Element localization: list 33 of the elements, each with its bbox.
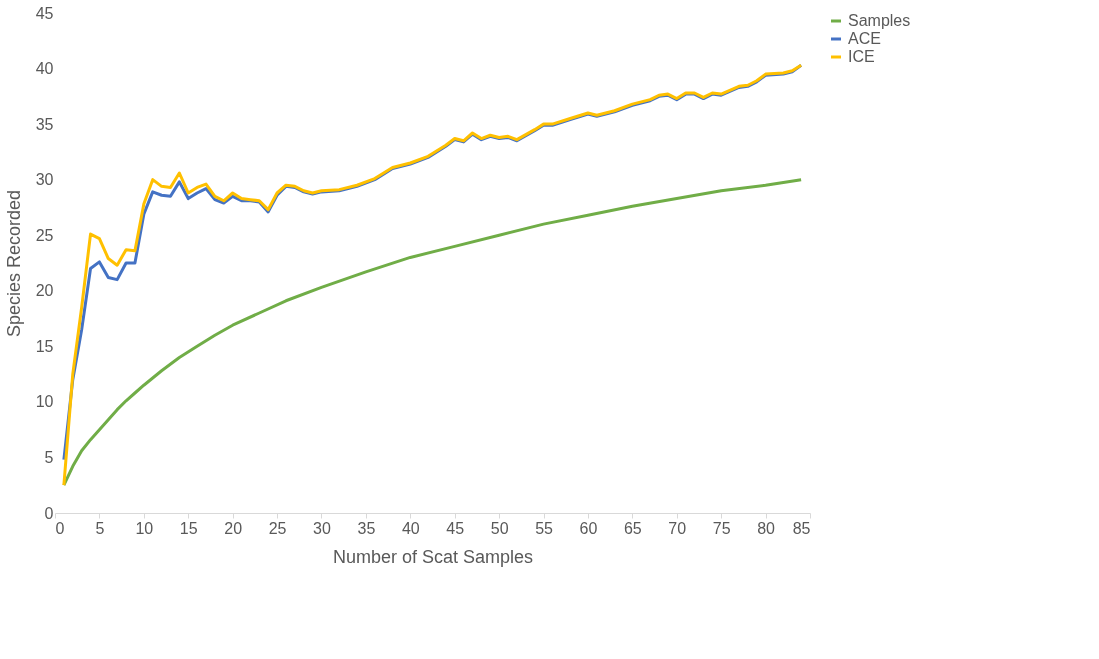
x-tick-label: 60 — [579, 519, 598, 537]
y-tick-label: 25 — [35, 226, 54, 244]
x-tick-label: 20 — [224, 519, 243, 537]
x-tick-label: 75 — [712, 519, 731, 537]
x-tick-label: 55 — [535, 519, 554, 537]
legend-label: ACE — [848, 30, 881, 47]
x-tick-label: 85 — [792, 519, 811, 537]
x-tick-label: 10 — [135, 519, 154, 537]
x-axis-title: Number of Scat Samples — [332, 546, 534, 567]
y-tick-label: 10 — [35, 393, 54, 411]
y-tick-label: 5 — [44, 448, 54, 466]
x-tick-label: 65 — [623, 519, 642, 537]
y-tick-label: 45 — [35, 4, 54, 22]
x-tick-label: 30 — [313, 519, 331, 537]
y-axis-title: Species Recorded — [3, 189, 24, 338]
x-tick-label: 80 — [757, 519, 776, 537]
y-tick-label: 20 — [35, 282, 54, 300]
y-tick-label: 30 — [35, 171, 54, 189]
y-tick-label: 40 — [35, 60, 54, 78]
y-tick-label: 0 — [44, 504, 54, 522]
legend-label: ICE — [848, 48, 875, 65]
y-tick-label: 15 — [35, 337, 54, 355]
x-tick-label: 45 — [446, 519, 465, 537]
x-tick-label: 35 — [357, 519, 376, 537]
x-tick-label: 0 — [55, 519, 65, 537]
legend-label: Samples — [848, 12, 911, 29]
x-tick-label: 25 — [268, 519, 287, 537]
x-tick-label: 40 — [401, 519, 420, 537]
x-tick-label: 5 — [95, 519, 105, 537]
x-tick-label: 70 — [668, 519, 687, 537]
x-tick-label: 15 — [179, 519, 198, 537]
y-tick-label: 35 — [35, 115, 54, 133]
x-tick-label: 50 — [490, 519, 509, 537]
